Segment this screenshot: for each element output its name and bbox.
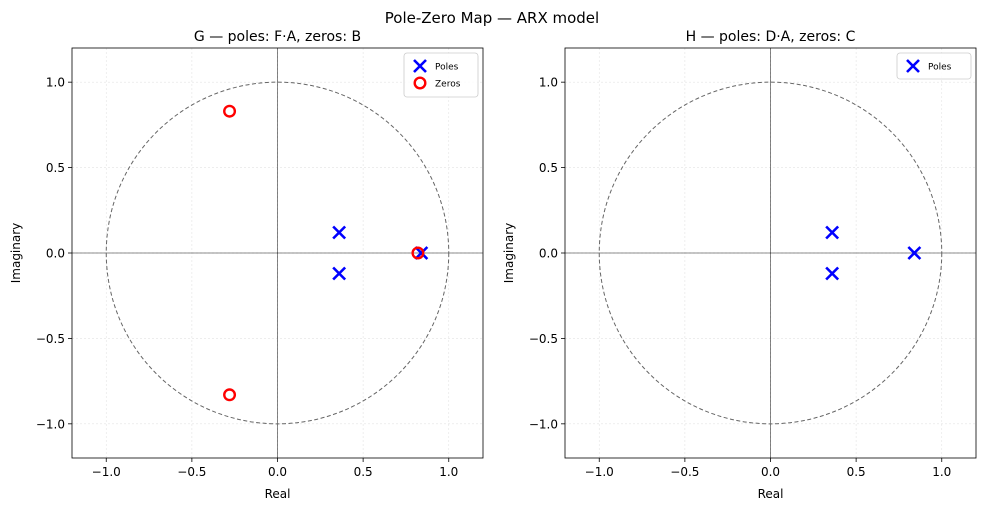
zero-marker [223,104,237,118]
plot-area [72,48,483,458]
x-tick-label: −1.0 [585,465,614,479]
x-tick-label: −1.0 [92,465,121,479]
y-tick-label: 0.5 [539,161,558,175]
legend-label: Zeros [435,80,461,90]
y-tick-label: −1.0 [529,417,558,431]
pole-marker [907,246,922,260]
zero-marker [411,246,425,260]
legend-label: Poles [435,63,459,73]
chart-title: H — poles: D·A, zeros: C [686,29,856,45]
unit-circle [105,81,450,425]
legend-pole-marker [906,59,920,73]
x-tick-label: 0.5 [354,465,373,479]
pole-marker [414,246,429,260]
legend-box [896,52,972,80]
legend-zero-marker [413,76,427,90]
y-axis-label: Imaginary [502,223,516,284]
x-tick-label: 0.0 [761,465,780,479]
legend: Poles Zeros [403,52,479,98]
unit-circle [598,81,943,425]
pole-marker [825,225,840,240]
x-tick-label: 1.0 [932,465,951,479]
y-tick-label: 1.0 [46,76,65,90]
chart-panel-h: −1.0 −0.5 0.0 0.5 1.0 −1.0 −0.5 0.0 0.5 1.0 Real Im… [502,29,977,501]
x-tick-label: 0.0 [268,465,287,479]
chart-title: G — poles: F·A, zeros: B [194,29,361,45]
figure-suptitle: Pole-Zero Map — ARX model [385,9,599,27]
y-axis-label: Imaginary [9,223,23,284]
legend-pole-marker [413,59,427,73]
chart-panel-g: −1.0 −0.5 0.0 0.5 1.0 −1.0 −0.5 0.0 0.5 1.0 Real Im… [9,29,484,501]
y-tick-label: 0.5 [46,161,65,175]
legend: Poles [896,52,972,80]
y-tick-label: −1.0 [36,417,65,431]
x-axis-label: Real [265,487,291,501]
legend-label: Poles [928,63,952,73]
pole-marker [332,225,347,240]
zero-marker [223,388,237,402]
x-tick-label: 1.0 [439,465,458,479]
pole-marker [332,266,347,281]
y-tick-label: 1.0 [539,76,558,90]
x-tick-label: −0.5 [670,465,699,479]
y-tick-label: 0.0 [46,247,65,261]
x-tick-label: −0.5 [177,465,206,479]
y-tick-label: 0.0 [539,247,558,261]
x-axis-label: Real [758,487,784,501]
plot-area [565,48,976,458]
y-tick-label: −0.5 [529,332,558,346]
y-tick-label: −0.5 [36,332,65,346]
x-tick-label: 0.5 [847,465,866,479]
pole-marker [825,266,840,281]
